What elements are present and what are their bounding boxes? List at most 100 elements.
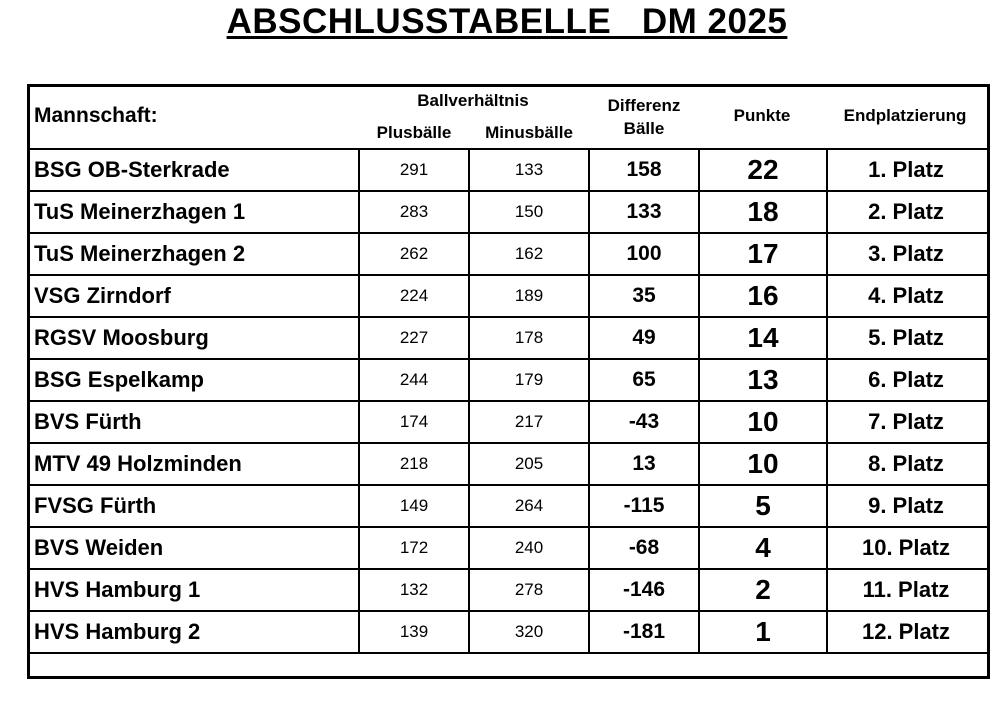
plus-balls: 149 — [399, 496, 429, 515]
team-name: TuS Meinerzhagen 2 — [34, 241, 246, 266]
ball-difference: -43 — [628, 410, 660, 433]
team-name: BSG Espelkamp — [34, 367, 204, 392]
ball-difference: -146 — [622, 578, 666, 601]
minus-balls: 133 — [514, 160, 544, 179]
row-divider — [27, 190, 987, 192]
points: 22 — [747, 154, 779, 185]
points: 2 — [755, 574, 771, 605]
row-divider — [27, 274, 987, 276]
minus-balls: 217 — [514, 412, 544, 431]
standings-table — [27, 84, 990, 679]
row-divider — [27, 652, 987, 654]
points: 10 — [747, 448, 779, 479]
row-divider — [27, 316, 987, 318]
final-placement: 11. Platz — [862, 577, 950, 602]
final-placement: 6. Platz — [868, 367, 944, 392]
ball-difference: 100 — [626, 242, 662, 265]
ball-difference: -181 — [622, 620, 666, 643]
ball-difference: 133 — [626, 200, 662, 223]
minus-balls: 178 — [514, 328, 544, 347]
plus-balls: 283 — [399, 202, 429, 221]
plus-balls: 262 — [399, 244, 429, 263]
final-placement: 5. Platz — [868, 325, 944, 350]
final-placement: 12. Platz — [861, 619, 951, 644]
row-divider — [27, 526, 987, 528]
header-ball-ratio: Ballverhältnis — [417, 91, 529, 110]
ball-difference: -68 — [628, 536, 660, 559]
final-placement: 8. Platz — [868, 451, 944, 476]
ball-difference: 158 — [626, 158, 662, 181]
ball-difference: 49 — [632, 326, 656, 349]
plus-balls: 227 — [399, 328, 429, 347]
ball-difference: -115 — [623, 494, 665, 517]
minus-balls: 240 — [514, 538, 544, 557]
points: 13 — [747, 364, 779, 395]
plus-balls: 218 — [399, 454, 429, 473]
minus-balls: 189 — [514, 286, 544, 305]
ball-difference: 35 — [632, 284, 656, 307]
plus-balls: 174 — [399, 412, 429, 431]
minus-balls: 205 — [514, 454, 544, 473]
column-divider — [468, 148, 470, 652]
plus-balls: 291 — [399, 160, 429, 179]
minus-balls: 278 — [514, 580, 544, 599]
row-divider — [27, 232, 987, 234]
team-name: HVS Hamburg 2 — [34, 619, 201, 644]
minus-balls: 179 — [514, 370, 544, 389]
column-divider — [698, 148, 700, 652]
row-divider — [27, 484, 987, 486]
row-divider — [27, 400, 987, 402]
final-placement: 4. Platz — [868, 283, 944, 308]
header-minus: Minusbälle — [485, 123, 573, 142]
points: 5 — [755, 490, 771, 521]
row-divider — [27, 442, 987, 444]
header-placement: Endplatzierung — [843, 106, 967, 125]
points: 1 — [755, 616, 771, 647]
ball-difference: 65 — [632, 368, 656, 391]
points: 16 — [747, 280, 779, 311]
plus-balls: 224 — [399, 286, 429, 305]
minus-balls: 162 — [514, 244, 544, 263]
final-placement: 1. Platz — [868, 157, 944, 182]
column-divider — [358, 148, 360, 652]
page-title: ABSCHLUSSTABELLE DM 2025 — [0, 0, 1002, 44]
row-divider — [27, 610, 987, 612]
minus-balls: 150 — [514, 202, 544, 221]
points: 14 — [747, 322, 779, 353]
points: 18 — [747, 196, 779, 227]
team-name: BVS Fürth — [34, 409, 142, 434]
team-name: BVS Weiden — [34, 535, 164, 560]
final-placement: 3. Platz — [868, 241, 944, 266]
plus-balls: 244 — [399, 370, 429, 389]
points: 10 — [747, 406, 779, 437]
row-divider — [27, 148, 987, 150]
team-name: VSG Zirndorf — [34, 283, 171, 308]
column-divider — [826, 148, 828, 652]
header-team: Mannschaft: — [34, 104, 158, 127]
final-placement: 10. Platz — [861, 535, 951, 560]
row-divider — [27, 358, 987, 360]
plus-balls: 132 — [399, 580, 429, 599]
page-title-text: ABSCHLUSSTABELLE DM 2025 — [226, 2, 788, 41]
final-placement: 2. Platz — [868, 199, 944, 224]
header-diff-line2: Bälle — [623, 119, 665, 138]
header-plus: Plusbälle — [376, 123, 452, 142]
team-name: BSG OB-Sterkrade — [34, 157, 230, 182]
header-diff-line1: Differenz — [607, 96, 681, 115]
plus-balls: 139 — [399, 622, 429, 641]
row-divider — [27, 568, 987, 570]
plus-balls: 172 — [399, 538, 429, 557]
final-placement: 9. Platz — [868, 493, 944, 518]
final-placement: 7. Platz — [868, 409, 944, 434]
column-divider — [588, 148, 590, 652]
team-name: MTV 49 Holzminden — [34, 451, 242, 476]
minus-balls: 320 — [514, 622, 544, 641]
team-name: FVSG Fürth — [34, 493, 157, 518]
points: 17 — [747, 238, 779, 269]
team-name: TuS Meinerzhagen 1 — [34, 199, 246, 224]
header-points: Punkte — [733, 106, 791, 125]
header-diff: Differenz Bälle — [588, 90, 700, 144]
points: 4 — [755, 532, 771, 563]
ball-difference: 13 — [632, 452, 656, 475]
minus-balls: 264 — [514, 496, 544, 515]
